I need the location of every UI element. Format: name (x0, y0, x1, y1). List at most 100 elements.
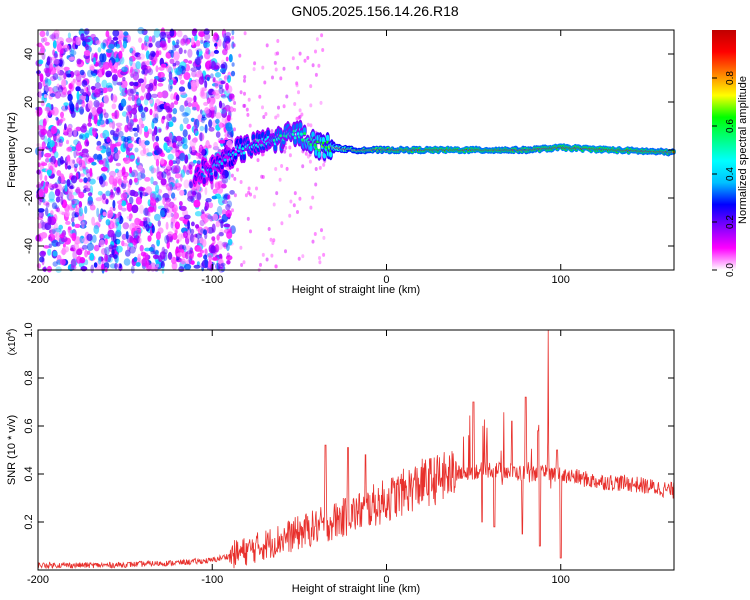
noise-speckle (152, 249, 160, 255)
noise-speckle (274, 167, 278, 171)
noise-speckle (308, 159, 312, 164)
colorbar-tick-label: 0.0 (725, 263, 736, 277)
noise-speckle (190, 80, 197, 88)
noise-speckle (119, 92, 127, 97)
noise-speckle (284, 145, 288, 150)
noise-speckle (161, 90, 169, 99)
noise-speckle (213, 49, 219, 54)
noise-speckle (179, 189, 185, 196)
noise-speckle (102, 193, 106, 200)
noise-speckle (70, 265, 77, 270)
noise-speckle (78, 134, 83, 140)
noise-speckle (271, 75, 274, 80)
noise-speckle (68, 56, 75, 61)
ridge-mark (220, 162, 224, 166)
noise-speckle (99, 53, 105, 63)
noise-speckle (71, 221, 75, 227)
noise-speckle (122, 40, 127, 49)
noise-speckle (51, 106, 59, 116)
noise-speckle (176, 239, 180, 244)
noise-speckle (270, 253, 274, 258)
noise-speckle (318, 260, 322, 265)
ridge-mark (297, 137, 302, 144)
noise-speckle (104, 238, 108, 246)
noise-speckle (64, 184, 68, 192)
noise-speckle (45, 207, 49, 217)
noise-speckle (279, 76, 283, 81)
noise-speckle (144, 35, 150, 43)
noise-speckle (304, 151, 308, 156)
ridge-mark (321, 136, 326, 144)
noise-speckle (39, 73, 44, 83)
noise-speckle (80, 173, 85, 177)
noise-speckle (256, 158, 260, 163)
noise-speckle (48, 147, 53, 152)
noise-speckle (236, 167, 239, 172)
colorbar-tick-label: 0.8 (725, 71, 736, 85)
noise-speckle (67, 165, 72, 170)
noise-speckle (135, 61, 141, 70)
noise-speckle (249, 192, 252, 197)
noise-speckle (75, 102, 79, 112)
noise-speckle (115, 162, 122, 167)
noise-speckle (60, 196, 64, 205)
noise-speckle (84, 259, 89, 266)
noise-speckle (114, 262, 118, 270)
noise-speckle (131, 227, 136, 237)
ridge-mark (300, 132, 303, 136)
noise-speckle (126, 202, 133, 212)
noise-speckle (116, 245, 123, 253)
noise-speckle (203, 101, 209, 106)
noise-speckle (165, 201, 170, 206)
noise-speckle (189, 139, 197, 147)
noise-speckle (154, 102, 158, 112)
chart-title: GN05.2025.156.14.26.R18 (291, 3, 459, 19)
noise-speckle (306, 55, 310, 60)
noise-speckle (83, 177, 88, 184)
noise-speckle (84, 205, 88, 214)
noise-speckle (138, 105, 144, 113)
noise-speckle (60, 232, 66, 237)
noise-speckle (65, 37, 73, 43)
noise-speckle (168, 182, 175, 188)
noise-speckle (76, 157, 83, 164)
noise-speckle (99, 239, 105, 248)
noise-speckle (196, 191, 202, 201)
noise-speckle (81, 80, 88, 87)
noise-speckle (160, 76, 167, 81)
noise-speckle (145, 92, 152, 101)
noise-speckle (91, 216, 95, 226)
noise-speckle (186, 97, 193, 103)
noise-speckle (244, 193, 248, 198)
noise-speckle (206, 59, 212, 67)
noise-speckle (291, 56, 295, 61)
noise-speckle (93, 115, 98, 125)
noise-speckle (309, 123, 313, 128)
noise-speckle (179, 201, 183, 207)
noise-speckle (129, 119, 134, 127)
noise-speckle (102, 43, 107, 49)
noise-speckle (146, 60, 150, 66)
noise-speckle (87, 69, 94, 78)
noise-speckle (247, 186, 251, 191)
noise-speckle (195, 233, 202, 239)
noise-speckle (185, 169, 191, 175)
noise-speckle (38, 188, 44, 198)
noise-speckle (92, 234, 97, 243)
noise-speckle (130, 154, 135, 160)
noise-speckle (225, 56, 229, 62)
noise-speckle (40, 45, 45, 54)
noise-speckle (315, 37, 319, 42)
noise-speckle (200, 92, 208, 99)
noise-speckle (209, 215, 214, 222)
noise-speckle (92, 127, 96, 137)
noise-speckle (191, 106, 197, 111)
noise-speckle (58, 70, 65, 81)
noise-speckle (215, 262, 221, 270)
noise-speckle (223, 33, 227, 42)
noise-speckle (309, 205, 313, 210)
noise-speckle (160, 178, 167, 186)
ridge-mark (200, 172, 204, 176)
noise-speckle (175, 67, 183, 76)
noise-speckle (148, 42, 153, 48)
